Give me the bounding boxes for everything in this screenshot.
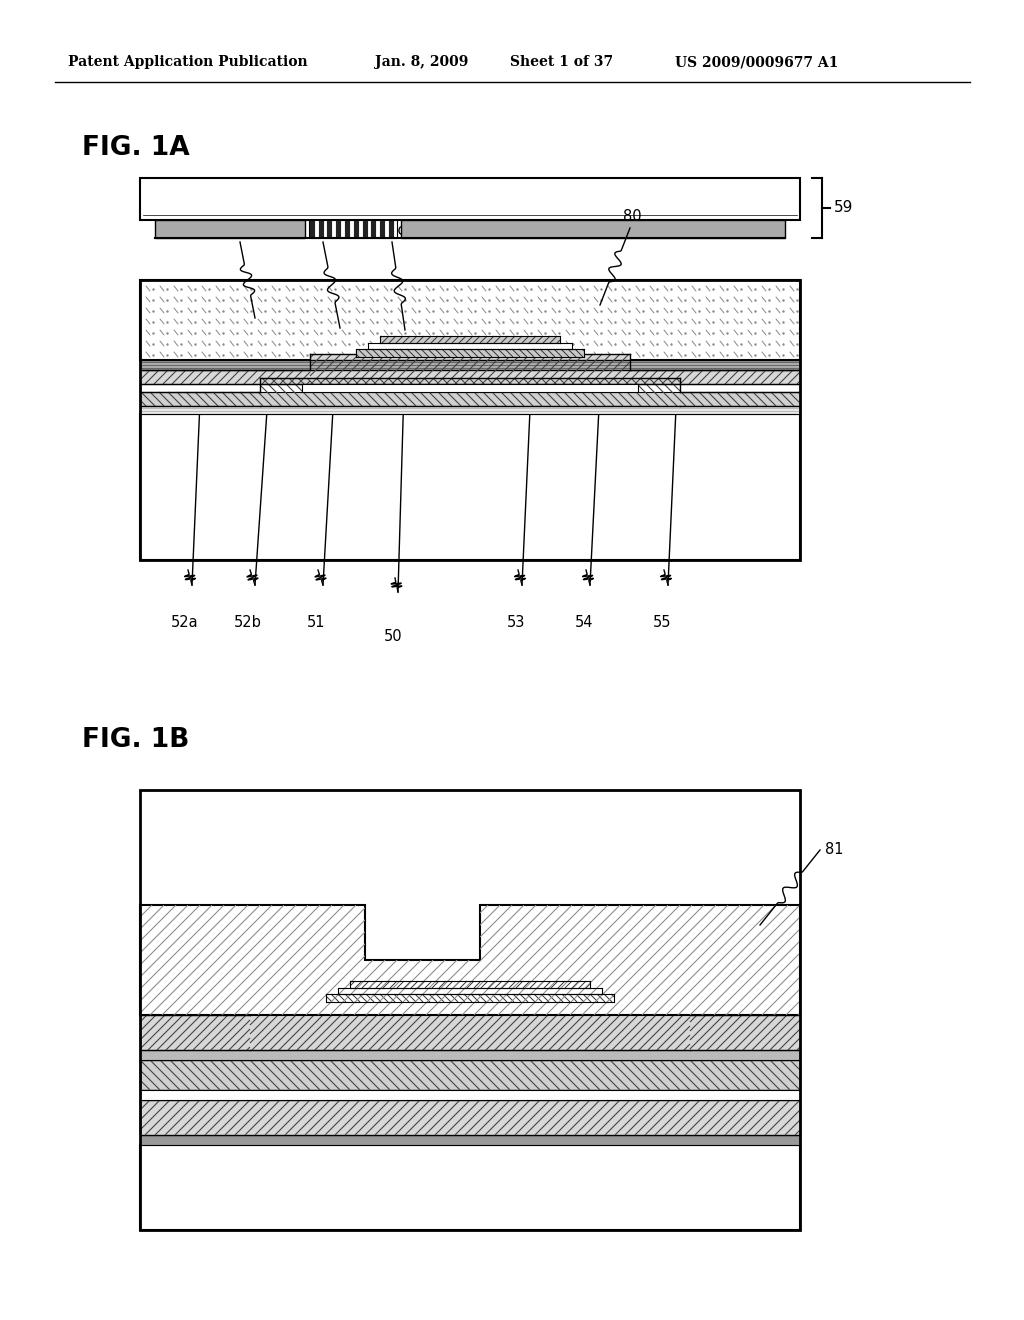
Bar xyxy=(336,220,341,238)
Bar xyxy=(630,370,800,384)
Bar xyxy=(140,1015,250,1049)
Text: 51: 51 xyxy=(307,615,326,630)
Bar xyxy=(680,392,800,407)
Bar xyxy=(380,337,560,343)
Text: FIG. 1A: FIG. 1A xyxy=(82,135,189,161)
Bar xyxy=(140,789,800,1230)
Bar xyxy=(690,1015,800,1049)
Bar xyxy=(140,384,800,392)
Bar xyxy=(155,220,305,238)
Bar xyxy=(140,1100,800,1135)
Bar xyxy=(140,280,800,560)
Bar xyxy=(140,1144,800,1230)
Text: 52b: 52b xyxy=(234,615,262,630)
Text: 54: 54 xyxy=(574,615,593,630)
Bar xyxy=(140,1060,800,1090)
Bar xyxy=(401,220,785,238)
Bar xyxy=(140,392,260,407)
Bar xyxy=(260,378,680,407)
Bar xyxy=(250,997,690,1049)
Text: 50: 50 xyxy=(384,630,402,644)
Bar xyxy=(140,1049,800,1060)
Text: 81: 81 xyxy=(825,842,844,858)
Bar xyxy=(140,1060,800,1090)
Bar xyxy=(368,343,572,348)
Bar xyxy=(140,370,310,384)
Bar xyxy=(302,384,638,392)
Bar xyxy=(140,360,800,370)
Bar xyxy=(326,994,614,1002)
Text: 65a: 65a xyxy=(226,223,254,238)
Text: Jan. 8, 2009: Jan. 8, 2009 xyxy=(375,55,468,69)
Bar xyxy=(350,981,590,987)
Text: 65c: 65c xyxy=(379,223,406,238)
Bar xyxy=(354,220,358,238)
Bar xyxy=(140,1015,250,1049)
Bar xyxy=(326,994,614,1002)
Text: 65b: 65b xyxy=(309,223,337,238)
Text: FIG. 1B: FIG. 1B xyxy=(82,727,189,752)
Bar xyxy=(362,220,368,238)
Bar xyxy=(356,348,584,356)
Bar xyxy=(389,220,394,238)
Bar xyxy=(140,407,800,414)
Bar xyxy=(140,280,800,360)
Bar xyxy=(318,220,324,238)
Bar xyxy=(310,220,314,238)
Bar xyxy=(350,981,590,987)
Text: Patent Application Publication: Patent Application Publication xyxy=(68,55,307,69)
Bar xyxy=(140,1135,800,1144)
Bar xyxy=(140,392,260,407)
Text: US 2009/0009677 A1: US 2009/0009677 A1 xyxy=(675,55,839,69)
Bar xyxy=(372,220,377,238)
Bar xyxy=(380,220,385,238)
Bar xyxy=(140,1090,800,1100)
Bar xyxy=(345,220,350,238)
Text: 80: 80 xyxy=(623,209,641,224)
Bar xyxy=(680,392,800,407)
Bar xyxy=(140,1100,800,1135)
Bar xyxy=(140,414,800,560)
Text: 55: 55 xyxy=(652,615,672,630)
Bar xyxy=(338,987,602,994)
Polygon shape xyxy=(140,906,800,1015)
Bar xyxy=(356,348,584,356)
Bar xyxy=(250,997,690,1049)
Bar xyxy=(380,337,560,343)
Bar xyxy=(690,1015,800,1049)
Text: Sheet 1 of 37: Sheet 1 of 37 xyxy=(510,55,613,69)
Text: 52a: 52a xyxy=(171,615,199,630)
Bar xyxy=(309,220,397,238)
Bar xyxy=(260,378,680,407)
Bar xyxy=(328,220,333,238)
Bar xyxy=(630,370,800,384)
Text: 59: 59 xyxy=(834,201,853,215)
Bar xyxy=(140,178,800,220)
Bar xyxy=(310,354,630,384)
Bar xyxy=(140,370,310,384)
Bar xyxy=(310,354,630,384)
Text: 53: 53 xyxy=(507,615,525,630)
